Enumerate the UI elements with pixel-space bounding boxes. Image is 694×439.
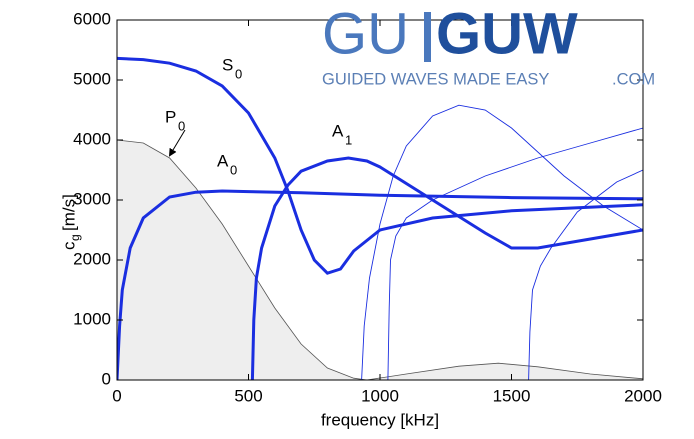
annotation-subscript: 0 <box>230 162 237 177</box>
x-tick-label: 0 <box>112 386 121 405</box>
x-tick-label: 1500 <box>493 386 531 405</box>
y-tick-label: 1000 <box>73 309 111 328</box>
y-tick-label: 2000 <box>73 249 111 268</box>
annotation-subscript: 0 <box>178 118 185 133</box>
area <box>117 140 643 380</box>
y-tick-label: 3000 <box>73 189 111 208</box>
curve <box>250 156 643 380</box>
logo-domain: .COM <box>612 70 655 88</box>
y-axis-label: c g [m/s] <box>59 194 82 250</box>
arrow <box>168 129 186 157</box>
x-tick-label: 1000 <box>361 386 399 405</box>
curve <box>117 56 643 275</box>
x-axis-label: frequency [kHz] <box>321 410 439 429</box>
curve <box>117 139 643 380</box>
x-tick-label: 2000 <box>624 386 662 405</box>
y-label-symbol: c <box>59 241 78 250</box>
logo-left: GU <box>322 1 409 66</box>
y-tick-label: 0 <box>102 369 111 388</box>
annotation: A <box>332 121 344 140</box>
annotation-subscript: 0 <box>235 66 242 81</box>
y-tick-label: 4000 <box>73 129 111 148</box>
plot-area <box>116 19 644 381</box>
annotation: A <box>217 151 229 170</box>
annotation: P <box>165 107 176 126</box>
logo-tagline: GUIDED WAVES MADE EASY <box>322 70 549 88</box>
curve <box>117 189 643 380</box>
logo: GU GUW GUIDED WAVES MADE EASY .COM <box>322 1 655 88</box>
annotation: S <box>222 55 233 74</box>
logo-divider <box>424 12 431 62</box>
x-tick-label: 500 <box>234 386 262 405</box>
y-tick-label: 6000 <box>73 9 111 28</box>
logo-right: GUW <box>436 1 578 66</box>
y-label-subscript: g <box>68 234 82 241</box>
curve <box>387 127 643 380</box>
curve <box>361 104 643 380</box>
y-label-unit: [m/s] <box>59 194 78 231</box>
y-tick-label: 5000 <box>73 69 111 88</box>
annotation-subscript: 1 <box>345 132 352 147</box>
curve <box>528 169 643 380</box>
